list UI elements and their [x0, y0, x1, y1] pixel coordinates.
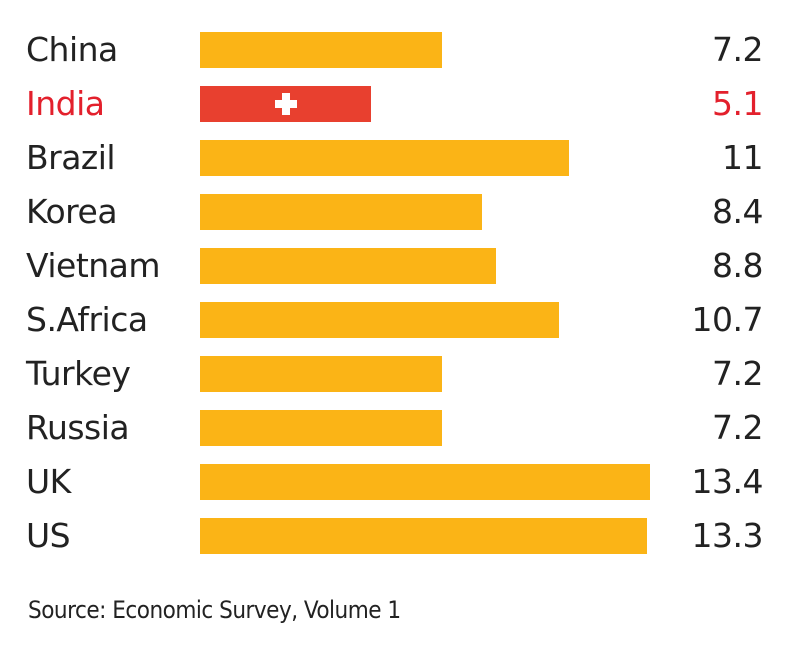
category-label: Vietnam — [26, 246, 161, 285]
source-note: Source: Economic Survey, Volume 1 — [28, 596, 401, 624]
category-label: Russia — [26, 408, 130, 447]
bar-brazil — [200, 140, 570, 176]
value-label: 5.1 — [712, 84, 763, 123]
category-label: Brazil — [26, 138, 116, 177]
category-label: S.Africa — [26, 300, 148, 339]
bar-turkey — [200, 356, 442, 392]
value-label: 13.4 — [691, 462, 764, 501]
category-label: Turkey — [26, 354, 131, 393]
bar-us — [200, 518, 647, 554]
white-cross-icon — [273, 91, 299, 117]
category-label: US — [26, 516, 71, 555]
bar-china — [200, 32, 442, 68]
value-label: 7.2 — [712, 30, 763, 69]
bar-vietnam — [200, 248, 496, 284]
category-label: India — [26, 84, 105, 123]
value-label: 8.4 — [712, 192, 763, 231]
category-label: China — [26, 30, 118, 69]
value-label: 8.8 — [712, 246, 763, 285]
value-label: 7.2 — [712, 354, 763, 393]
bar-korea — [200, 194, 483, 230]
category-label: Korea — [26, 192, 118, 231]
bar-safrica — [200, 302, 560, 338]
category-label: UK — [26, 462, 71, 501]
value-label: 11 — [722, 138, 764, 177]
value-label: 7.2 — [712, 408, 763, 447]
value-label: 13.3 — [691, 516, 764, 555]
bar-uk — [200, 464, 650, 500]
bar-india — [200, 86, 372, 122]
bar-russia — [200, 410, 442, 446]
value-label: 10.7 — [691, 300, 764, 339]
